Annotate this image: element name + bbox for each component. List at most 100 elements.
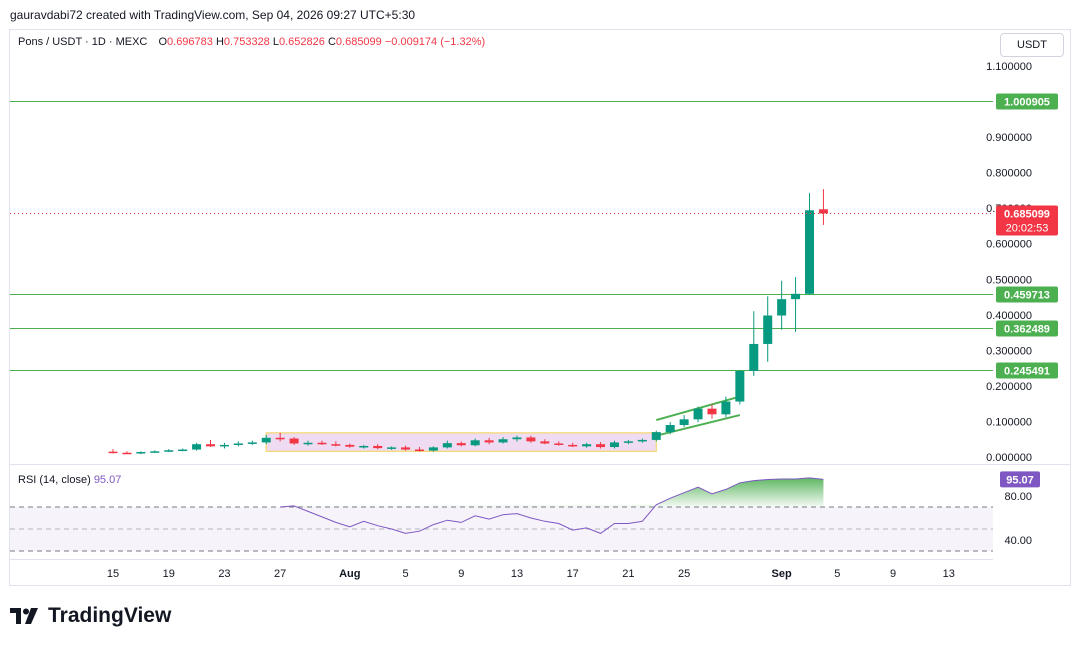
candle-body: [554, 443, 564, 445]
rsi-value-badge: [1000, 471, 1040, 488]
time-tick-label: Sep: [772, 568, 792, 580]
time-tick-label: 5: [834, 568, 840, 580]
rsi-overbought-fill: [294, 477, 824, 507]
price-tick-label: 0.500000: [986, 274, 1032, 286]
last-price-label: 0.685099: [1004, 209, 1050, 221]
rsi-value-label: 95.07: [1006, 474, 1034, 486]
time-tick-label: 17: [567, 568, 579, 580]
price-tick-label: 0.300000: [986, 345, 1032, 357]
time-tick-label: 19: [163, 568, 175, 580]
price-tick-label: 0.900000: [986, 132, 1032, 144]
tradingview-logo-icon: [10, 608, 38, 624]
candle-body: [596, 444, 606, 448]
candle-body: [122, 452, 132, 455]
time-tick-label: 13: [943, 568, 955, 580]
candle-body: [442, 443, 452, 448]
candle-body: [247, 442, 257, 444]
candle-body: [679, 419, 689, 426]
candle-body: [582, 444, 592, 447]
open-key: O: [158, 36, 168, 48]
candle-body: [791, 293, 801, 300]
candle-body: [818, 209, 828, 214]
header-credit: gauravdabi72 created with TradingView.co…: [10, 8, 416, 22]
candle-body: [275, 437, 285, 440]
candle-body: [665, 425, 675, 433]
candle-body: [164, 450, 174, 452]
candle-body: [414, 449, 424, 452]
candle-body: [637, 439, 647, 442]
rsi-tick-label: 40.00: [1004, 535, 1032, 547]
rsi-line: [280, 477, 824, 534]
price-tick-label: 0.400000: [986, 310, 1032, 322]
countdown-label: 20:02:53: [1006, 223, 1049, 235]
candle-body: [470, 440, 480, 446]
price-tick-label: 0.100000: [986, 416, 1032, 428]
candle-body: [512, 437, 522, 440]
time-tick-label: 13: [511, 568, 523, 580]
time-tick-label: Aug: [339, 568, 360, 580]
candle-body: [289, 438, 299, 444]
candle-body: [693, 408, 703, 420]
candle-body: [317, 442, 327, 445]
low-value: 0.652826: [279, 36, 325, 48]
time-tick-label: 9: [458, 568, 464, 580]
candle-body: [609, 442, 619, 448]
candle-body: [735, 370, 745, 402]
time-tick-label: 25: [678, 568, 690, 580]
rsi-tick-label: 80.00: [1004, 491, 1032, 503]
candle-body: [233, 443, 243, 445]
rsi-label[interactable]: RSI (14, close): [18, 474, 91, 486]
level-badge: [996, 320, 1058, 337]
candle-body: [498, 439, 508, 443]
candle-body: [749, 343, 759, 371]
candle-body: [401, 447, 411, 450]
open-value: 0.696783: [167, 36, 213, 48]
time-tick-label: 5: [402, 568, 408, 580]
close-value: 0.685099: [335, 36, 382, 48]
candle-body: [178, 449, 188, 452]
level-badge: [996, 362, 1058, 379]
last-price-badge: [996, 205, 1058, 236]
candle-body: [136, 452, 146, 454]
candle-body: [805, 210, 814, 294]
level-label: 0.245491: [1004, 366, 1050, 378]
tradingview-logo[interactable]: TradingView: [10, 604, 171, 628]
candle-body: [261, 437, 271, 443]
candle-body: [359, 445, 369, 448]
candle-body: [540, 441, 550, 444]
ohlc-legend: Pons / USDT · 1D · MEXC O0.696783 H0.753…: [18, 36, 485, 48]
candle-body: [568, 444, 578, 447]
price-tick-label: 0.800000: [986, 168, 1032, 180]
time-tick-label: 9: [890, 568, 896, 580]
candle-body: [707, 408, 717, 415]
price-tick-label: 0.000000: [986, 452, 1032, 464]
candle-body: [623, 441, 633, 443]
change-value: −0.009174 (−1.32%): [384, 36, 486, 48]
brand-name: TradingView: [48, 604, 172, 627]
price-tick-label: 0.600000: [986, 239, 1032, 251]
candle-body: [303, 442, 313, 445]
rsi-legend-value: 95.07: [93, 474, 122, 486]
symbol-label[interactable]: Pons / USDT · 1D · MEXC: [18, 36, 148, 48]
candle-body: [456, 443, 466, 446]
time-tick-label: 27: [274, 568, 286, 580]
candle-body: [777, 299, 787, 316]
time-tick-label: 21: [622, 568, 634, 580]
candle-body: [150, 451, 160, 453]
time-tick-label: 15: [107, 568, 119, 580]
candle-body: [331, 444, 341, 446]
candle-body: [219, 444, 229, 447]
currency-button[interactable]: USDT: [1000, 33, 1064, 57]
chart-frame: [9, 29, 1071, 586]
candle-body: [526, 437, 536, 442]
price-tick-label: 0.200000: [986, 381, 1032, 393]
high-key: H: [215, 36, 224, 48]
candle-body: [763, 315, 773, 344]
candle-body: [373, 445, 383, 449]
candle-body: [206, 444, 216, 447]
level-label: 0.362489: [1004, 324, 1050, 336]
candle-body: [721, 401, 731, 415]
candle-body: [651, 432, 661, 440]
low-key: L: [272, 36, 279, 48]
